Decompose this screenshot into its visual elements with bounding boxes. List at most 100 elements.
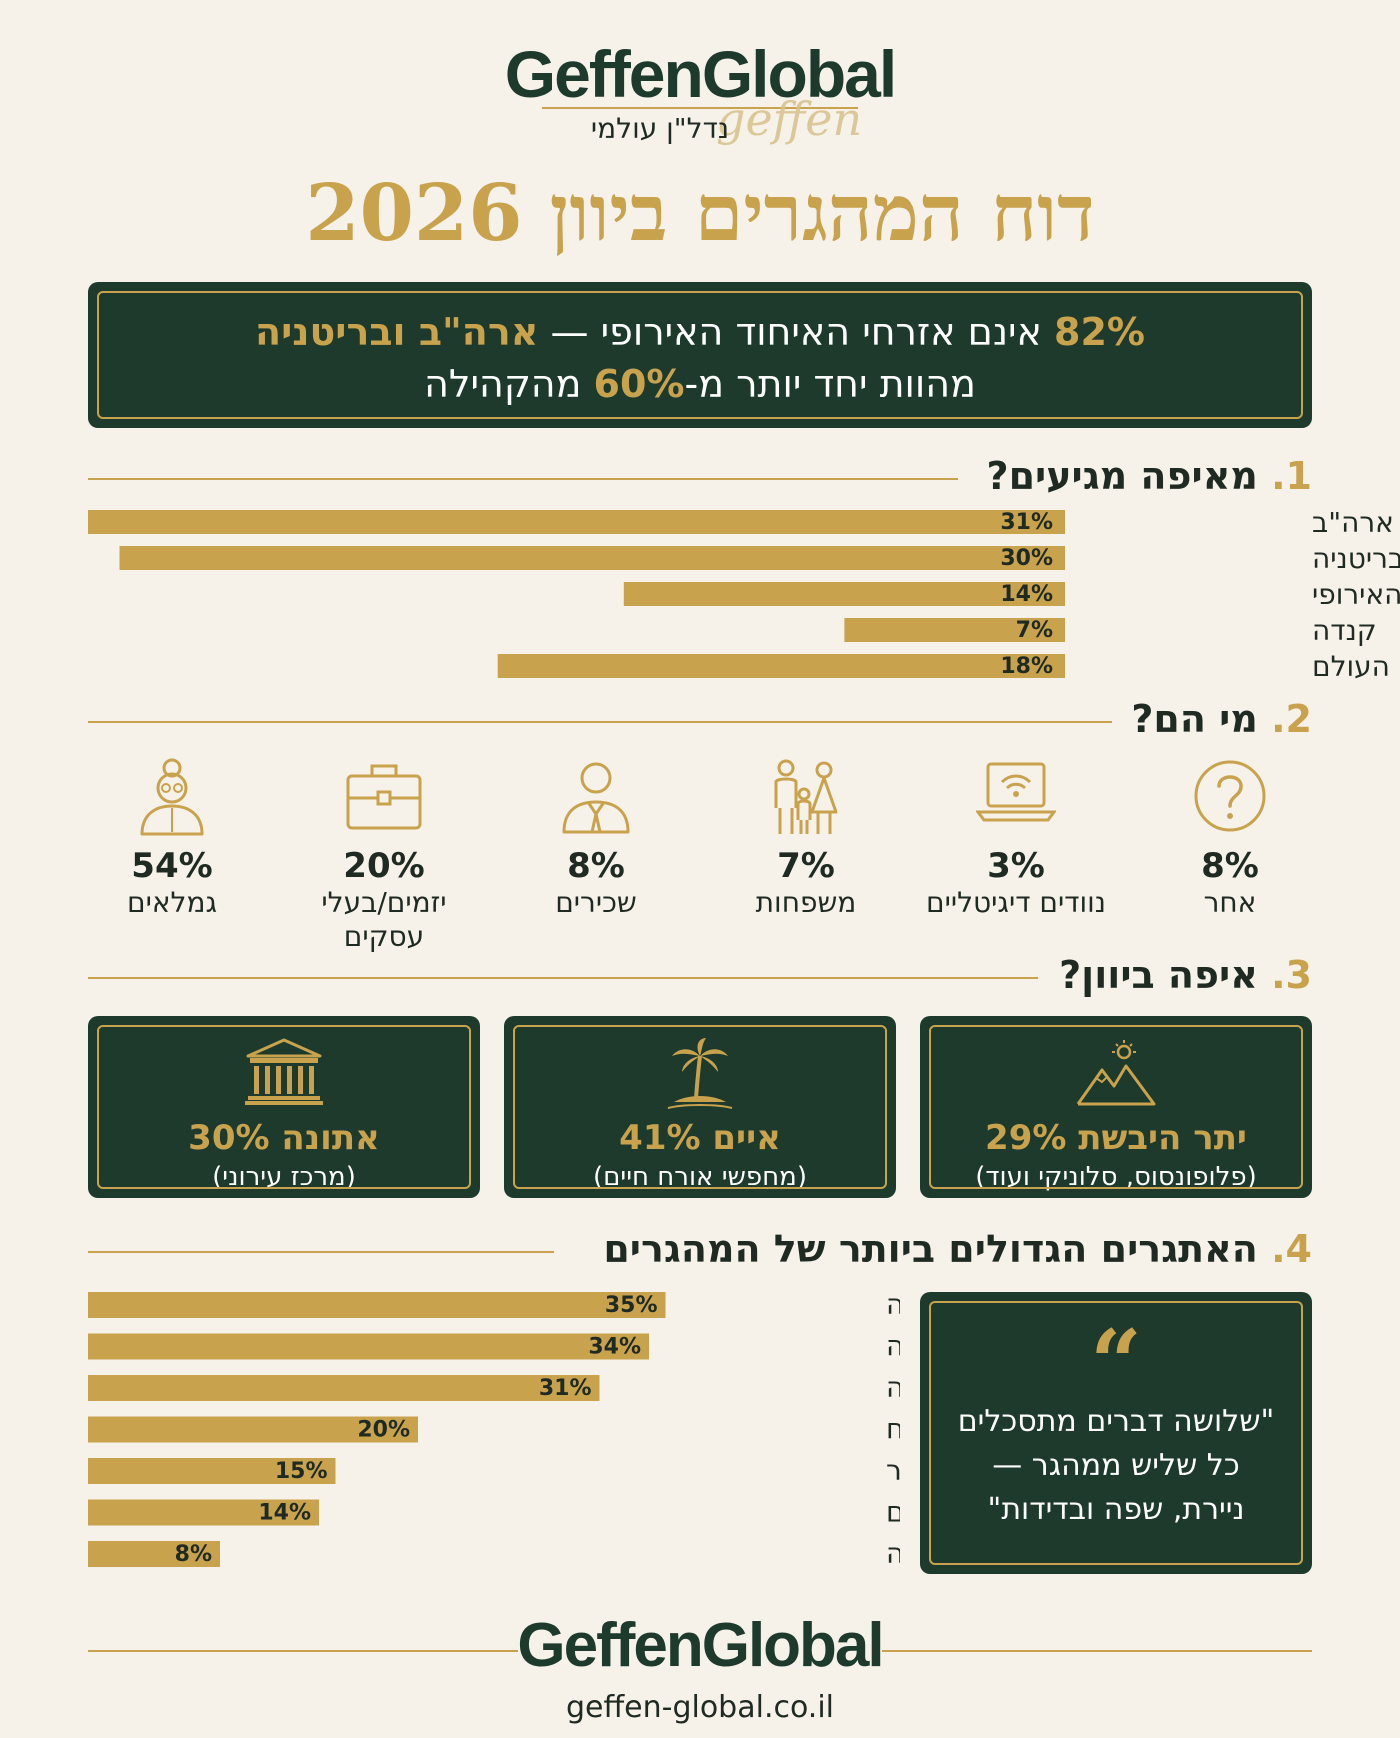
banner-text-2: מהוות יחד יותר מ- <box>684 362 976 406</box>
challenge-bar-value: 34% <box>588 1335 641 1360</box>
summary-banner: 82% אינם אזרחי האיחוד האירופי — ארה"ב וב… <box>88 282 1312 428</box>
section-1-heading: 1. מאיפה מגיעים? <box>987 454 1312 498</box>
challenge-bar <box>88 1375 600 1401</box>
challenge-bar-label: בריאות וביטוח <box>886 1413 900 1446</box>
challenge-bar <box>88 1541 220 1567</box>
region-card-mainland: יתר היבשת 29% (פלופונסוס, סלוניקי ועוד) <box>920 1016 1312 1198</box>
section-1-title: מאיפה מגיעים? <box>986 454 1258 498</box>
challenge-bar-value: 15% <box>275 1459 328 1484</box>
challenge-bar-label: חיי קהילה וחברה <box>886 1371 900 1404</box>
footer-logo-global: Global <box>701 1611 885 1680</box>
challenge-bar <box>88 1333 649 1360</box>
origin-bar-label: האיחוד האירופי <box>1312 578 1400 611</box>
challenge-bar-value: 8% <box>175 1542 212 1567</box>
banner-line-2: מהוות יחד יותר מ-60% מהקהילה <box>88 362 1312 406</box>
retiree-icon <box>140 758 204 836</box>
challenge-bar-value: 35% <box>605 1293 658 1318</box>
footer-url[interactable]: geffen-global.co.il <box>565 1690 835 1725</box>
who-item: 3% נוודים דיגיטליים <box>916 758 1116 920</box>
quote-line-1: "שלושה דברים מתסכלים <box>957 1404 1275 1439</box>
section-3-title: איפה ביוון? <box>1059 953 1258 997</box>
banner-line-1: 82% אינם אזרחי האיחוד האירופי — ארה"ב וב… <box>88 310 1312 354</box>
tagline: נדל"ן עולמי <box>590 112 730 145</box>
footer-logo-geffen: Geffen <box>517 1611 703 1680</box>
origin-bar <box>844 618 1065 642</box>
section-2-rule <box>88 721 1112 723</box>
briefcase-icon <box>346 764 422 830</box>
question-icon <box>1194 760 1266 832</box>
section-4-rule <box>88 1251 554 1253</box>
region-title-athens: אתונה 30% <box>188 1118 380 1158</box>
footer-logo: GeffenGlobal <box>0 1610 1400 1681</box>
section-4-title: האתגרים הגדולים ביותר של המהגרים <box>603 1227 1258 1271</box>
challenge-bar-label: דיור <box>886 1454 900 1487</box>
origin-chart: 31% ארה"ב 30% בריטניה 14% האיחוד האירופי 7% קנד… <box>88 506 1400 683</box>
page-title: דוח המהגרים ביוון 2026 <box>305 168 1095 259</box>
origin-bar-label: ארה"ב <box>1312 506 1394 539</box>
who-pct: 54% <box>131 846 213 886</box>
palm-island-icon <box>667 1038 733 1109</box>
challenge-bar-value: 14% <box>258 1501 311 1526</box>
origin-bar-value: 7% <box>1016 618 1053 643</box>
region-card-athens: אתונה 30% (מרכז עירוני) <box>88 1016 480 1198</box>
challenge-bar <box>88 1292 666 1318</box>
who-label: משפחות <box>755 886 857 919</box>
who-pct: 8% <box>1201 846 1259 886</box>
origin-bar <box>119 546 1066 570</box>
quote-mark-icon: “ <box>1090 1310 1142 1416</box>
region-title-islands: איים 41% <box>619 1118 781 1158</box>
quote-box: “ "שלושה דברים מתסכלים כל שליש ממהגר — נ… <box>920 1292 1312 1574</box>
section-2-title: מי הם? <box>1131 697 1258 741</box>
origin-bar-value: 18% <box>1000 654 1053 679</box>
section-2-number: 2. <box>1271 697 1312 741</box>
parthenon-icon <box>245 1038 323 1105</box>
challenge-bar <box>88 1416 418 1443</box>
who-label: אחר <box>1203 886 1257 919</box>
who-item: 8% שכירים <box>496 758 696 920</box>
region-card-islands: איים 41% (מחפשי אורח חיים) <box>504 1016 896 1198</box>
challenge-bar-label: מחסום שפה <box>886 1330 900 1363</box>
logo-word-geffen: Geffen <box>504 37 704 111</box>
who-label: שכירים <box>555 886 637 919</box>
who-pct: 3% <box>987 846 1045 886</box>
mountain-icon <box>1076 1040 1156 1106</box>
who-item: 20% יזמים/בעלי עסקים <box>284 758 484 954</box>
who-item: 7% משפחות <box>706 758 906 920</box>
footer-rule-right <box>882 1650 1312 1652</box>
who-pct: 20% <box>343 846 425 886</box>
who-pct: 8% <box>567 846 625 886</box>
origin-bar-label: קנדה <box>1312 614 1377 647</box>
who-label: נוודים דיגיטליים <box>925 886 1107 919</box>
who-label: יזמים/בעלי עסקים <box>321 886 447 953</box>
who-pct: 7% <box>777 846 835 886</box>
section-4-heading: 4. האתגרים הגדולים ביותר של המהגרים <box>603 1227 1312 1271</box>
laptop-wifi-icon <box>976 762 1056 822</box>
origin-bar-label: שאר העולם <box>1312 650 1400 683</box>
logo-underline <box>542 107 858 109</box>
banner-text-3: מהקהילה <box>424 362 582 406</box>
family-icon <box>774 759 838 834</box>
who-item: 54% גמלאים <box>72 758 272 920</box>
challenge-bar-label: בנקאות ופיננסים <box>886 1496 900 1529</box>
section-3-number: 3. <box>1271 953 1312 997</box>
challenge-bar-label: ויזות ובירוקרטיה <box>886 1288 900 1321</box>
quote-line-3: ניירת, שפה ובדידות" <box>987 1492 1245 1527</box>
section-4-number: 4. <box>1271 1227 1312 1271</box>
region-sub-islands: (מחפשי אורח חיים) <box>593 1162 807 1192</box>
section-3-rule <box>88 977 1038 979</box>
who-label: גמלאים <box>126 886 218 919</box>
footer-rule-left <box>88 1650 518 1652</box>
challenge-bar-value: 31% <box>539 1376 592 1401</box>
challenge-bar <box>88 1499 319 1526</box>
who-item: 8% אחר <box>1130 758 1330 920</box>
header-logo: GeffenGlobal <box>0 36 1400 112</box>
origin-bar-value: 14% <box>1000 582 1053 607</box>
challenge-bar <box>88 1458 336 1484</box>
logo-signature: geffen <box>716 92 863 146</box>
origin-bar <box>497 654 1065 678</box>
origin-bar <box>88 510 1065 534</box>
challenge-bar-label: מציאת עבודה <box>886 1537 900 1570</box>
origin-bar-value: 30% <box>1000 546 1053 571</box>
banner-pct-60: 60% <box>593 362 685 406</box>
region-sub-athens: (מרכז עירוני) <box>212 1162 356 1192</box>
